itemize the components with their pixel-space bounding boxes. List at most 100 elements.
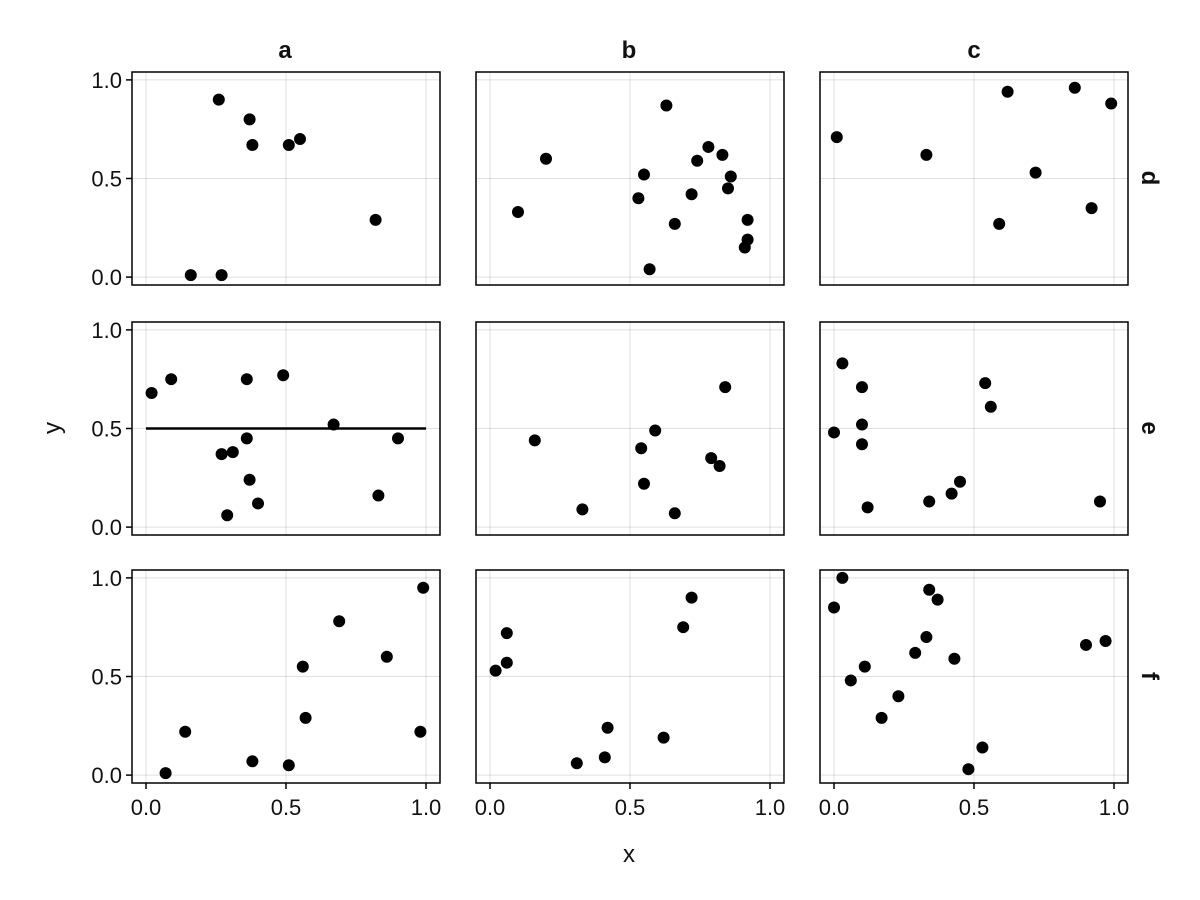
panel-frame bbox=[819, 71, 1129, 286]
row-title-f: f bbox=[1136, 672, 1163, 681]
panel-r2-c2: 0.0 0.5 1.0 bbox=[819, 569, 1129, 820]
data-point bbox=[643, 263, 656, 276]
data-point bbox=[528, 434, 541, 447]
x-tick-label: 0.5 bbox=[271, 795, 302, 820]
data-point bbox=[540, 152, 552, 165]
data-point bbox=[685, 188, 698, 201]
data-point bbox=[327, 418, 340, 431]
col-title-a: a bbox=[278, 37, 292, 64]
panel-r1-c0: 0.0 0.5 1.0 bbox=[91, 318, 441, 540]
data-point bbox=[923, 583, 936, 596]
data-point bbox=[638, 168, 650, 181]
data-point bbox=[184, 269, 197, 282]
col-title-b: b bbox=[622, 37, 637, 64]
data-point bbox=[677, 621, 690, 634]
data-point bbox=[931, 593, 944, 606]
data-point bbox=[1094, 495, 1106, 508]
data-point bbox=[246, 138, 259, 151]
data-point bbox=[668, 217, 681, 230]
y-tick-label: 0.0 bbox=[91, 515, 122, 540]
data-point bbox=[296, 660, 309, 673]
data-point bbox=[856, 418, 868, 431]
data-point bbox=[719, 381, 732, 394]
panel-r0-c1 bbox=[475, 71, 785, 286]
data-point bbox=[1085, 202, 1098, 215]
data-point bbox=[1029, 166, 1042, 179]
data-point bbox=[828, 601, 840, 614]
data-point bbox=[414, 725, 427, 738]
data-point bbox=[945, 487, 958, 500]
y-tick-label: 0.5 bbox=[91, 167, 122, 192]
data-point bbox=[976, 741, 989, 754]
data-point bbox=[215, 269, 228, 282]
panel-r0-c2 bbox=[819, 71, 1129, 286]
titles-layer: a b c d e f x y bbox=[39, 37, 1163, 868]
data-point bbox=[159, 767, 172, 780]
data-point bbox=[685, 591, 698, 604]
data-point bbox=[705, 452, 718, 465]
data-point bbox=[635, 442, 648, 455]
x-tick-label: 1.0 bbox=[755, 795, 786, 820]
data-point bbox=[601, 721, 614, 734]
data-point bbox=[875, 711, 888, 724]
data-point bbox=[277, 369, 290, 382]
y-tick-label: 1.0 bbox=[91, 318, 122, 343]
data-point bbox=[1068, 81, 1081, 94]
x-tick-label: 0.5 bbox=[615, 795, 646, 820]
data-point bbox=[741, 233, 754, 246]
data-point bbox=[417, 581, 430, 594]
data-point bbox=[844, 674, 857, 687]
data-point bbox=[221, 509, 234, 522]
data-point bbox=[909, 646, 922, 659]
data-point bbox=[489, 664, 502, 677]
panel-frame bbox=[475, 321, 785, 536]
data-point bbox=[576, 503, 589, 516]
data-point bbox=[1099, 635, 1112, 647]
data-point bbox=[668, 507, 681, 520]
data-point bbox=[226, 446, 239, 459]
data-point bbox=[392, 432, 404, 445]
panel-r2-c0: 0.0 0.5 1.0 0.0 0.5 1.0 bbox=[91, 566, 441, 820]
data-point bbox=[830, 131, 843, 144]
data-point bbox=[570, 757, 583, 770]
y-tick-label: 0.5 bbox=[91, 665, 122, 690]
data-point bbox=[836, 571, 849, 584]
data-point bbox=[993, 217, 1006, 230]
data-point bbox=[920, 631, 933, 644]
panel-frame bbox=[819, 321, 1129, 536]
data-point bbox=[380, 650, 393, 663]
x-tick-label: 1.0 bbox=[411, 795, 442, 820]
data-point bbox=[828, 426, 840, 439]
x-axis-label: x bbox=[623, 841, 635, 868]
data-point bbox=[145, 387, 158, 399]
data-point bbox=[598, 751, 611, 764]
data-point bbox=[282, 138, 295, 151]
x-tick-label: 0.5 bbox=[959, 795, 990, 820]
data-point bbox=[984, 400, 997, 413]
data-point bbox=[240, 432, 253, 445]
data-point bbox=[179, 725, 192, 738]
data-point bbox=[215, 448, 228, 461]
data-point bbox=[500, 627, 513, 640]
data-point bbox=[240, 373, 253, 386]
col-title-c: c bbox=[967, 37, 980, 64]
data-point bbox=[979, 377, 992, 390]
panel-r1-c2 bbox=[819, 321, 1129, 536]
data-point bbox=[333, 615, 346, 628]
data-point bbox=[246, 755, 259, 768]
panels-layer: 0.00.51.00.00.51.00.00.51.00.0 0.5 1.0 0.0 0… bbox=[91, 68, 1129, 820]
data-point bbox=[861, 501, 874, 514]
panel-frame bbox=[475, 71, 785, 286]
data-point bbox=[282, 759, 295, 772]
data-point bbox=[660, 99, 673, 112]
data-point bbox=[954, 475, 966, 488]
y-tick-label: 0.0 bbox=[91, 763, 122, 788]
data-point bbox=[369, 213, 382, 226]
data-point bbox=[299, 711, 312, 724]
data-point bbox=[948, 652, 961, 665]
data-point bbox=[165, 373, 178, 386]
data-point bbox=[212, 93, 225, 106]
x-tick-label: 0.0 bbox=[819, 795, 850, 820]
data-point bbox=[962, 763, 975, 776]
